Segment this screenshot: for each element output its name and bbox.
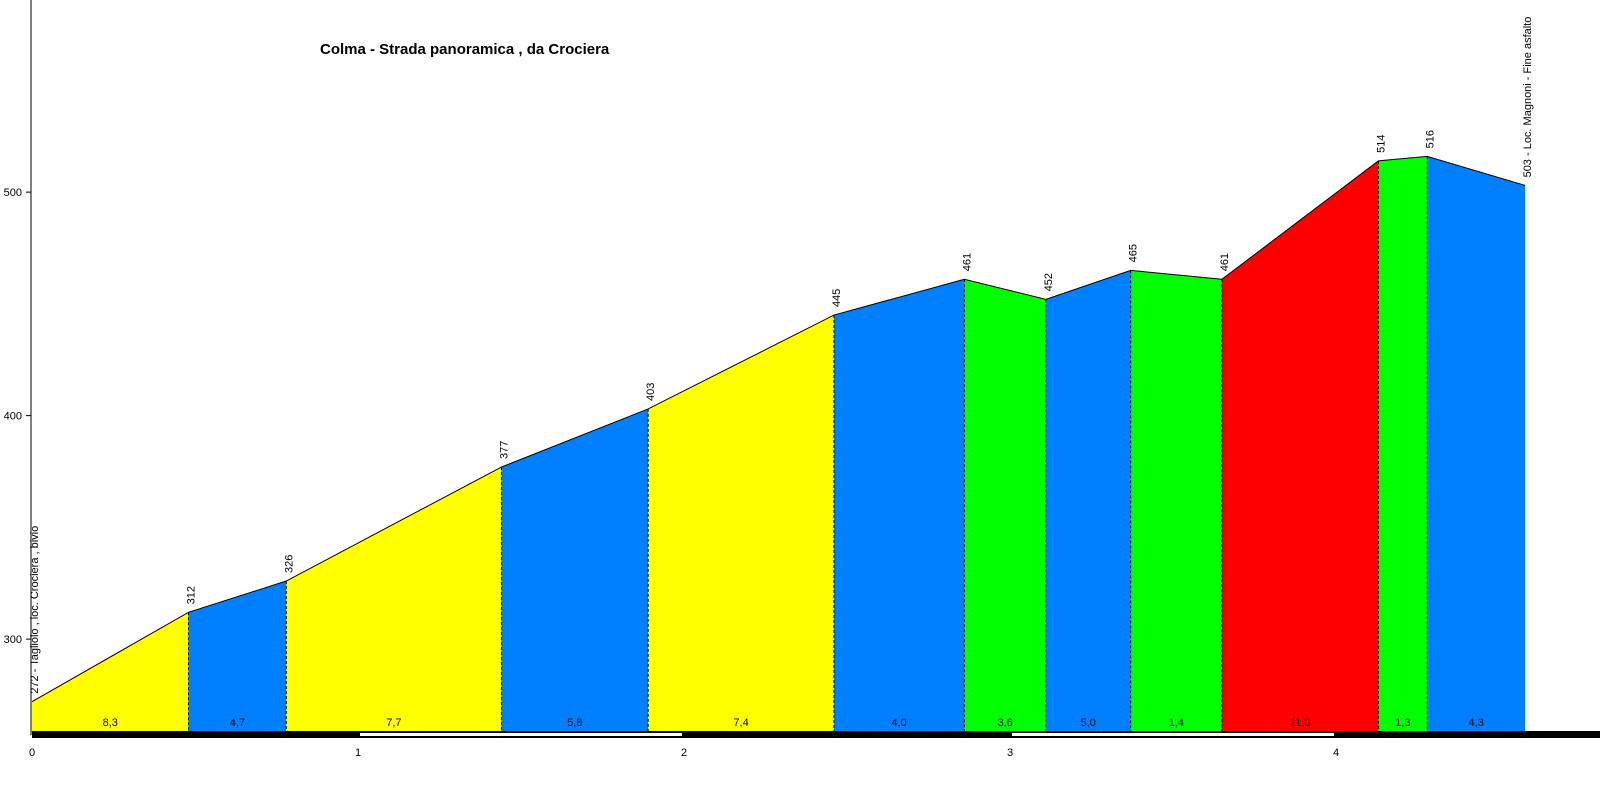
segment-area-3	[286, 467, 502, 732]
segment-area-1	[32, 612, 189, 732]
elevation-label: 445	[831, 289, 843, 307]
segment-area-10	[1221, 160, 1379, 733]
gradient-label: 11,0	[1290, 717, 1311, 729]
gradient-labels: 8,3 4,7 7,7 5,8 7,4 4,0 3,6 5,0 1,4 11,0 1,3 4,3	[103, 717, 1484, 729]
segment-area-9	[1130, 270, 1222, 732]
y-tick-label: 500	[4, 187, 22, 199]
segment-area-2	[188, 581, 287, 732]
x-tick-label: 2	[681, 747, 687, 759]
elevation-label: 326	[283, 555, 295, 573]
elevation-label: 403	[645, 383, 657, 401]
profile-outline	[31, 155, 1526, 732]
x-tick-label: 1	[355, 747, 361, 759]
profile-line	[31, 155, 1526, 703]
x-axis-km-band	[1012, 733, 1334, 736]
elevation-labels: 272 - Tagliolo , loc. Crociera , bivio 31…	[29, 17, 1534, 694]
gradient-label: 5,0	[1081, 717, 1096, 729]
elevation-label: 312	[185, 586, 197, 604]
gradient-label: 7,4	[733, 717, 748, 729]
x-tick-label: 4	[1333, 747, 1339, 759]
segment-area-4	[501, 408, 649, 732]
gradient-label: 7,7	[386, 717, 401, 729]
segment-area-8	[1045, 270, 1131, 732]
axes: 300 400 500 0 1 2 3 4	[4, 0, 1600, 759]
segment-area-7	[964, 279, 1046, 732]
elevation-label: 465	[1128, 244, 1140, 262]
y-tick-label: 400	[4, 411, 22, 423]
elevation-label: 514	[1375, 134, 1387, 152]
end-point-label: 503 - Loc. Magnoni - Fine asfalto	[1522, 17, 1534, 178]
gradient-label: 1,4	[1169, 717, 1184, 729]
x-axis-bar	[32, 731, 1600, 738]
elevation-label: 452	[1043, 273, 1055, 291]
elevation-label: 377	[498, 441, 510, 459]
x-axis-km-band	[360, 733, 682, 736]
segment-area-12	[1427, 156, 1526, 732]
gradient-label: 8,3	[103, 717, 118, 729]
elevation-label: 461	[1219, 253, 1231, 271]
segment-area-5	[648, 315, 834, 732]
gradient-label: 4,3	[1469, 717, 1484, 729]
gradient-label: 4,0	[892, 717, 907, 729]
gradient-label: 4,7	[230, 717, 245, 729]
gradient-label: 3,6	[997, 717, 1012, 729]
x-tick-label: 0	[29, 747, 35, 759]
gradient-label: 5,8	[567, 717, 582, 729]
chart-title: Colma - Strada panoramica , da Crociera	[320, 41, 610, 58]
start-point-label: 272 - Tagliolo , loc. Crociera , bivio	[29, 526, 41, 694]
segment-area-6	[833, 279, 965, 732]
elevation-label: 461	[961, 253, 973, 271]
elevation-label: 516	[1424, 130, 1436, 148]
gradient-label: 1,3	[1395, 717, 1410, 729]
x-tick-label: 3	[1007, 747, 1013, 759]
gradient-segments	[32, 156, 1526, 733]
segment-area-11	[1378, 156, 1428, 732]
y-tick-label: 300	[4, 634, 22, 646]
